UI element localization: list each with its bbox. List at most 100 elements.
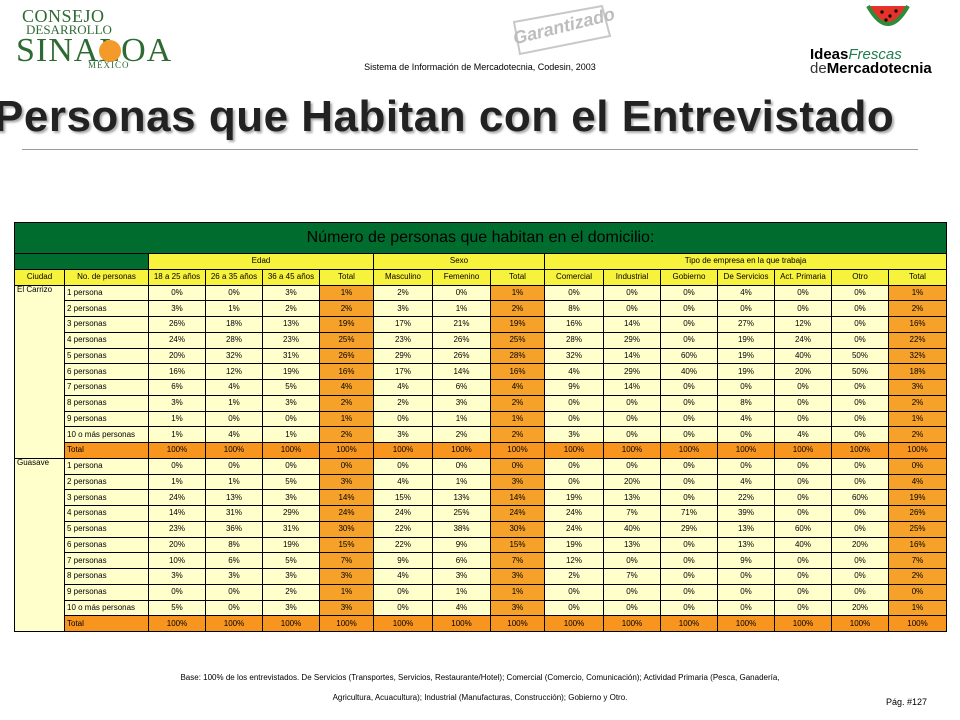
table-cell: 4%	[717, 473, 775, 491]
table-cell: 12%	[205, 363, 263, 380]
table-title: Número de personas que habitan en el dom…	[13, 222, 948, 254]
table-cell: 29%	[373, 347, 433, 365]
table-cell: 32%	[544, 347, 604, 365]
table-cell: 100%	[205, 442, 263, 459]
logo-consejo-text: CONSEJO	[22, 6, 105, 26]
table-cell: 18%	[205, 316, 263, 333]
table-cell: 24%	[373, 505, 433, 522]
logo-mercadotecnia-word: Mercadotecnia	[826, 60, 932, 77]
table-cell: 0%	[205, 599, 263, 617]
table-cell: 14%	[603, 379, 661, 396]
table-cell: 14%	[148, 505, 206, 522]
table-cell: 0%	[774, 599, 832, 617]
logo-merc-line: deMercadotecnia	[810, 60, 932, 77]
table-cell: 0%	[490, 457, 545, 475]
table-cell: 0%	[544, 410, 604, 428]
column-header: Industrial	[603, 268, 661, 286]
table-cell: 0%	[660, 284, 718, 302]
table-cell: 19%	[490, 316, 545, 333]
table-cell: 25%	[887, 520, 948, 538]
column-header: 18 a 25 años	[148, 268, 206, 286]
column-header: Comercial	[544, 268, 604, 286]
table-cell: 4%	[373, 568, 433, 585]
table-cell: 1%	[205, 300, 263, 317]
table-cell: 5%	[262, 552, 320, 569]
table-cell: 0%	[660, 426, 718, 443]
table-cell: 13%	[205, 489, 263, 506]
table-cell: 22%	[373, 520, 433, 538]
table-cell: 30%	[490, 520, 545, 538]
table-cell: 1%	[887, 284, 948, 302]
logo-ideas-word: Ideas	[810, 46, 849, 63]
table-cell: 25%	[319, 331, 374, 349]
table-cell: 0%	[717, 426, 775, 443]
table-cell: 20%	[148, 536, 206, 554]
table-cell: 0%	[831, 505, 889, 522]
column-header: Otro	[831, 268, 889, 286]
table-cell: 2%	[373, 284, 433, 302]
table-cell: 0%	[660, 394, 718, 412]
table-cell: 100%	[831, 442, 889, 459]
table-cell: 1%	[205, 473, 263, 491]
table-cell: 2%	[319, 300, 374, 317]
table-cell: 3%	[148, 394, 206, 412]
row-label: Total	[64, 442, 149, 459]
column-header: 36 a 45 años	[262, 268, 320, 286]
table-row: 7 personas 6% 4% 5% 4% 4% 6% 4% 9% 14% 0% 0% 0% 0% 3%	[15, 379, 948, 396]
row-label: 1 persona	[64, 457, 149, 475]
table-cell: 0%	[831, 394, 889, 412]
city-cell: El Carrizo	[14, 284, 65, 459]
table-cell: 0%	[603, 394, 661, 412]
row-label: 5 personas	[64, 520, 149, 538]
footnote-line-2: Agricultura, Acuacultura); Industrial (M…	[332, 693, 628, 702]
table-cell: 19%	[319, 316, 374, 333]
table-cell: 26%	[432, 347, 491, 365]
table-cell: 9%	[717, 552, 775, 569]
table-cell: 0%	[831, 300, 889, 317]
table-cell: 2%	[319, 394, 374, 412]
table-cell: 0%	[774, 457, 832, 475]
table-cell: 9%	[373, 552, 433, 569]
table-cell: 3%	[262, 568, 320, 585]
table-cell: 100%	[603, 442, 661, 459]
column-header: Ciudad	[14, 268, 65, 286]
table-row: 4 personas 24% 28% 23% 25% 23% 26% 25% 28% 29% 0% 1…	[15, 331, 948, 349]
table-cell: 0%	[603, 599, 661, 617]
table-cell: 100%	[774, 442, 832, 459]
table-cell: 0%	[148, 457, 206, 475]
table-cell: 0%	[373, 457, 433, 475]
table-cell: 3%	[373, 300, 433, 317]
slide-title: Personas que Habitan con el Entrevistado	[0, 92, 895, 141]
table-cell: 28%	[490, 347, 545, 365]
table-cell: 0%	[205, 284, 263, 302]
table-cell: 20%	[603, 473, 661, 491]
table-cell: 1%	[432, 583, 491, 601]
table-cell: 0%	[544, 394, 604, 412]
table-cell: 22%	[887, 331, 948, 349]
table-cell: 16%	[319, 363, 374, 380]
table-cell: 0%	[774, 394, 832, 412]
table-cell: 0%	[544, 583, 604, 601]
table-cell: 100%	[319, 615, 374, 632]
row-label: 6 personas	[64, 536, 149, 554]
table-group-row: Edad Sexo Tipo de empresa en la que trab…	[14, 253, 948, 270]
table-cell: 31%	[205, 505, 263, 522]
table-cell: 0%	[774, 583, 832, 601]
table-cell: 2%	[887, 394, 948, 412]
table-cell: 0%	[831, 284, 889, 302]
table-cell: 100%	[148, 442, 206, 459]
table-cell: 4%	[544, 363, 604, 380]
table-cell: 0%	[717, 457, 775, 475]
table-cell: 0%	[544, 284, 604, 302]
garantizado-stamp: Garantizado	[506, 2, 617, 58]
table-cell: 28%	[205, 331, 263, 349]
table-cell: 1%	[432, 410, 491, 428]
table-cell: 0%	[603, 457, 661, 475]
table-cell: 29%	[660, 520, 718, 538]
table-cell: 23%	[262, 331, 320, 349]
table-cell: 21%	[432, 316, 491, 333]
table-cell: 0%	[831, 568, 889, 585]
table-cell: 40%	[603, 520, 661, 538]
table-cell: 0%	[660, 489, 718, 506]
table-row: 2 personas 3% 1% 2% 2% 3% 1% 2% 8% 0% 0% 0% 0% 0% 2%	[15, 300, 948, 317]
